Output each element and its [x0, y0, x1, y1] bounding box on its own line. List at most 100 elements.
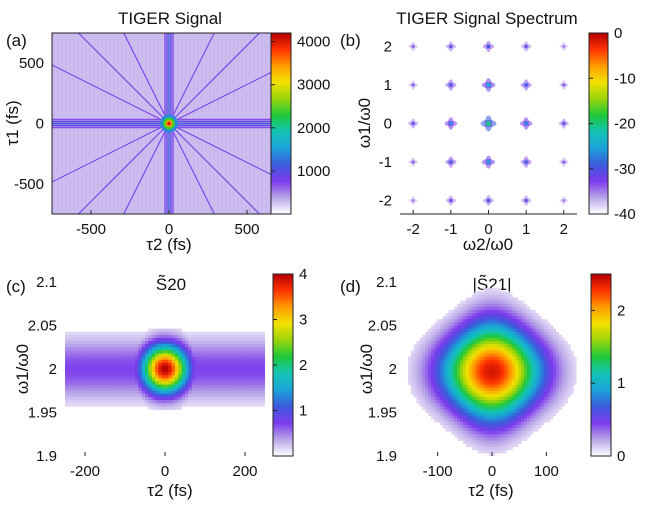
- heatmap-cell: [474, 403, 478, 407]
- heatmap-cell: [95, 359, 99, 364]
- heatmap-cell: [544, 365, 548, 370]
- heatmap-cell: [492, 288, 496, 292]
- heatmap-cell: [434, 331, 438, 336]
- heatmap-cell: [431, 331, 435, 336]
- heatmap-cell: [188, 369, 193, 373]
- panel-c-colorbar-tick: 4: [299, 266, 307, 283]
- heatmap-cell: [161, 396, 166, 401]
- heatmap-cell: [492, 303, 496, 308]
- heatmap-cell: [544, 362, 548, 367]
- heatmap-cell: [221, 365, 226, 370]
- heatmap-cell: [211, 365, 216, 370]
- heatmap-cell: [436, 319, 441, 323]
- heatmap-cell: [486, 428, 490, 432]
- heatmap-cell: [547, 325, 551, 330]
- heatmap-cell: [523, 316, 528, 320]
- heatmap-cell: [471, 409, 475, 413]
- heatmap-cell: [85, 365, 89, 370]
- heatmap-cell: [555, 372, 560, 376]
- heatmap-cell: [486, 337, 490, 342]
- heatmap-cell: [428, 362, 432, 367]
- heatmap-cell: [439, 334, 444, 339]
- heatmap-cell: [486, 406, 490, 410]
- heatmap-cell: [145, 341, 149, 345]
- heatmap-cell: [228, 350, 233, 354]
- panel-b-title: TIGER Signal Spectrum: [396, 9, 577, 28]
- heatmap-cell: [98, 341, 103, 345]
- heatmap-cell: [518, 309, 522, 314]
- heatmap-cell: [483, 288, 487, 292]
- heatmap-cell: [115, 375, 119, 379]
- heatmap-cell: [494, 347, 499, 351]
- heatmap-cell: [477, 313, 481, 317]
- heatmap-cell: [91, 331, 96, 336]
- heatmap-cell: [558, 350, 562, 354]
- heatmap-cell: [158, 328, 163, 333]
- heatmap-cell: [439, 369, 444, 373]
- heatmap-cell: [509, 390, 513, 395]
- heatmap-cell: [425, 353, 429, 357]
- heatmap-cell: [448, 362, 452, 367]
- heatmap-cell: [486, 440, 490, 444]
- heatmap-cell: [509, 381, 513, 385]
- heatmap-cell: [439, 322, 444, 326]
- heatmap-cell: [121, 400, 126, 404]
- heatmap-cell: [532, 372, 536, 376]
- heatmap-cell: [518, 440, 522, 444]
- heatmap-cell: [88, 393, 93, 398]
- heatmap-cell: [88, 344, 93, 348]
- heatmap-cell: [258, 384, 263, 389]
- heatmap-cell: [105, 341, 109, 345]
- heatmap-cell: [68, 400, 73, 404]
- heatmap-cell: [471, 434, 475, 438]
- heatmap-cell: [431, 362, 435, 367]
- heatmap-cell: [500, 415, 504, 420]
- heatmap-cell: [416, 353, 420, 357]
- heatmap-cell: [454, 400, 458, 404]
- heatmap-cell: [567, 369, 571, 373]
- heatmap-cell: [567, 387, 571, 392]
- heatmap-cell: [261, 390, 265, 395]
- heatmap-cell: [245, 334, 249, 339]
- heatmap-cell: [171, 396, 176, 401]
- heatmap-cell: [231, 375, 236, 379]
- heatmap-cell: [503, 331, 507, 336]
- heatmap-cell: [506, 365, 510, 370]
- heatmap-cell: [439, 344, 444, 348]
- heatmap-cell: [509, 297, 513, 302]
- heatmap-cell: [238, 344, 243, 348]
- heatmap-cell: [483, 443, 487, 448]
- heatmap-cell: [474, 384, 478, 389]
- heatmap-cell: [532, 331, 536, 336]
- heatmap-cell: [535, 424, 539, 429]
- heatmap-cell: [141, 341, 146, 345]
- heatmap-cell: [541, 378, 545, 382]
- heatmap-cell: [500, 375, 504, 379]
- heatmap-cell: [208, 375, 213, 379]
- heatmap-cell: [88, 356, 93, 361]
- heatmap-cell: [422, 347, 426, 351]
- heatmap-cell: [463, 356, 467, 361]
- heatmap-cell: [118, 381, 123, 385]
- heatmap-cell: [509, 421, 513, 426]
- heatmap-cell: [509, 372, 513, 376]
- heatmap-cell: [477, 378, 481, 382]
- heatmap-cell: [251, 353, 256, 357]
- heatmap-cell: [231, 403, 236, 407]
- heatmap-cell: [158, 387, 163, 392]
- heatmap-cell: [465, 341, 470, 345]
- heatmap-cell: [535, 387, 539, 392]
- heatmap-cell: [221, 400, 226, 404]
- heatmap-cell: [101, 403, 106, 407]
- heatmap-cell: [483, 378, 487, 382]
- heatmap-cell: [480, 359, 484, 364]
- heatmap-cell: [471, 396, 475, 401]
- panel-b-xtick: 2: [560, 221, 568, 238]
- heatmap-cell: [141, 372, 146, 376]
- heatmap-cell: [218, 356, 223, 361]
- heatmap-cell: [78, 396, 83, 401]
- heatmap-cell: [486, 412, 490, 417]
- heatmap-cell: [434, 415, 438, 420]
- heatmap-cell: [471, 384, 475, 389]
- heatmap-cell: [529, 396, 533, 401]
